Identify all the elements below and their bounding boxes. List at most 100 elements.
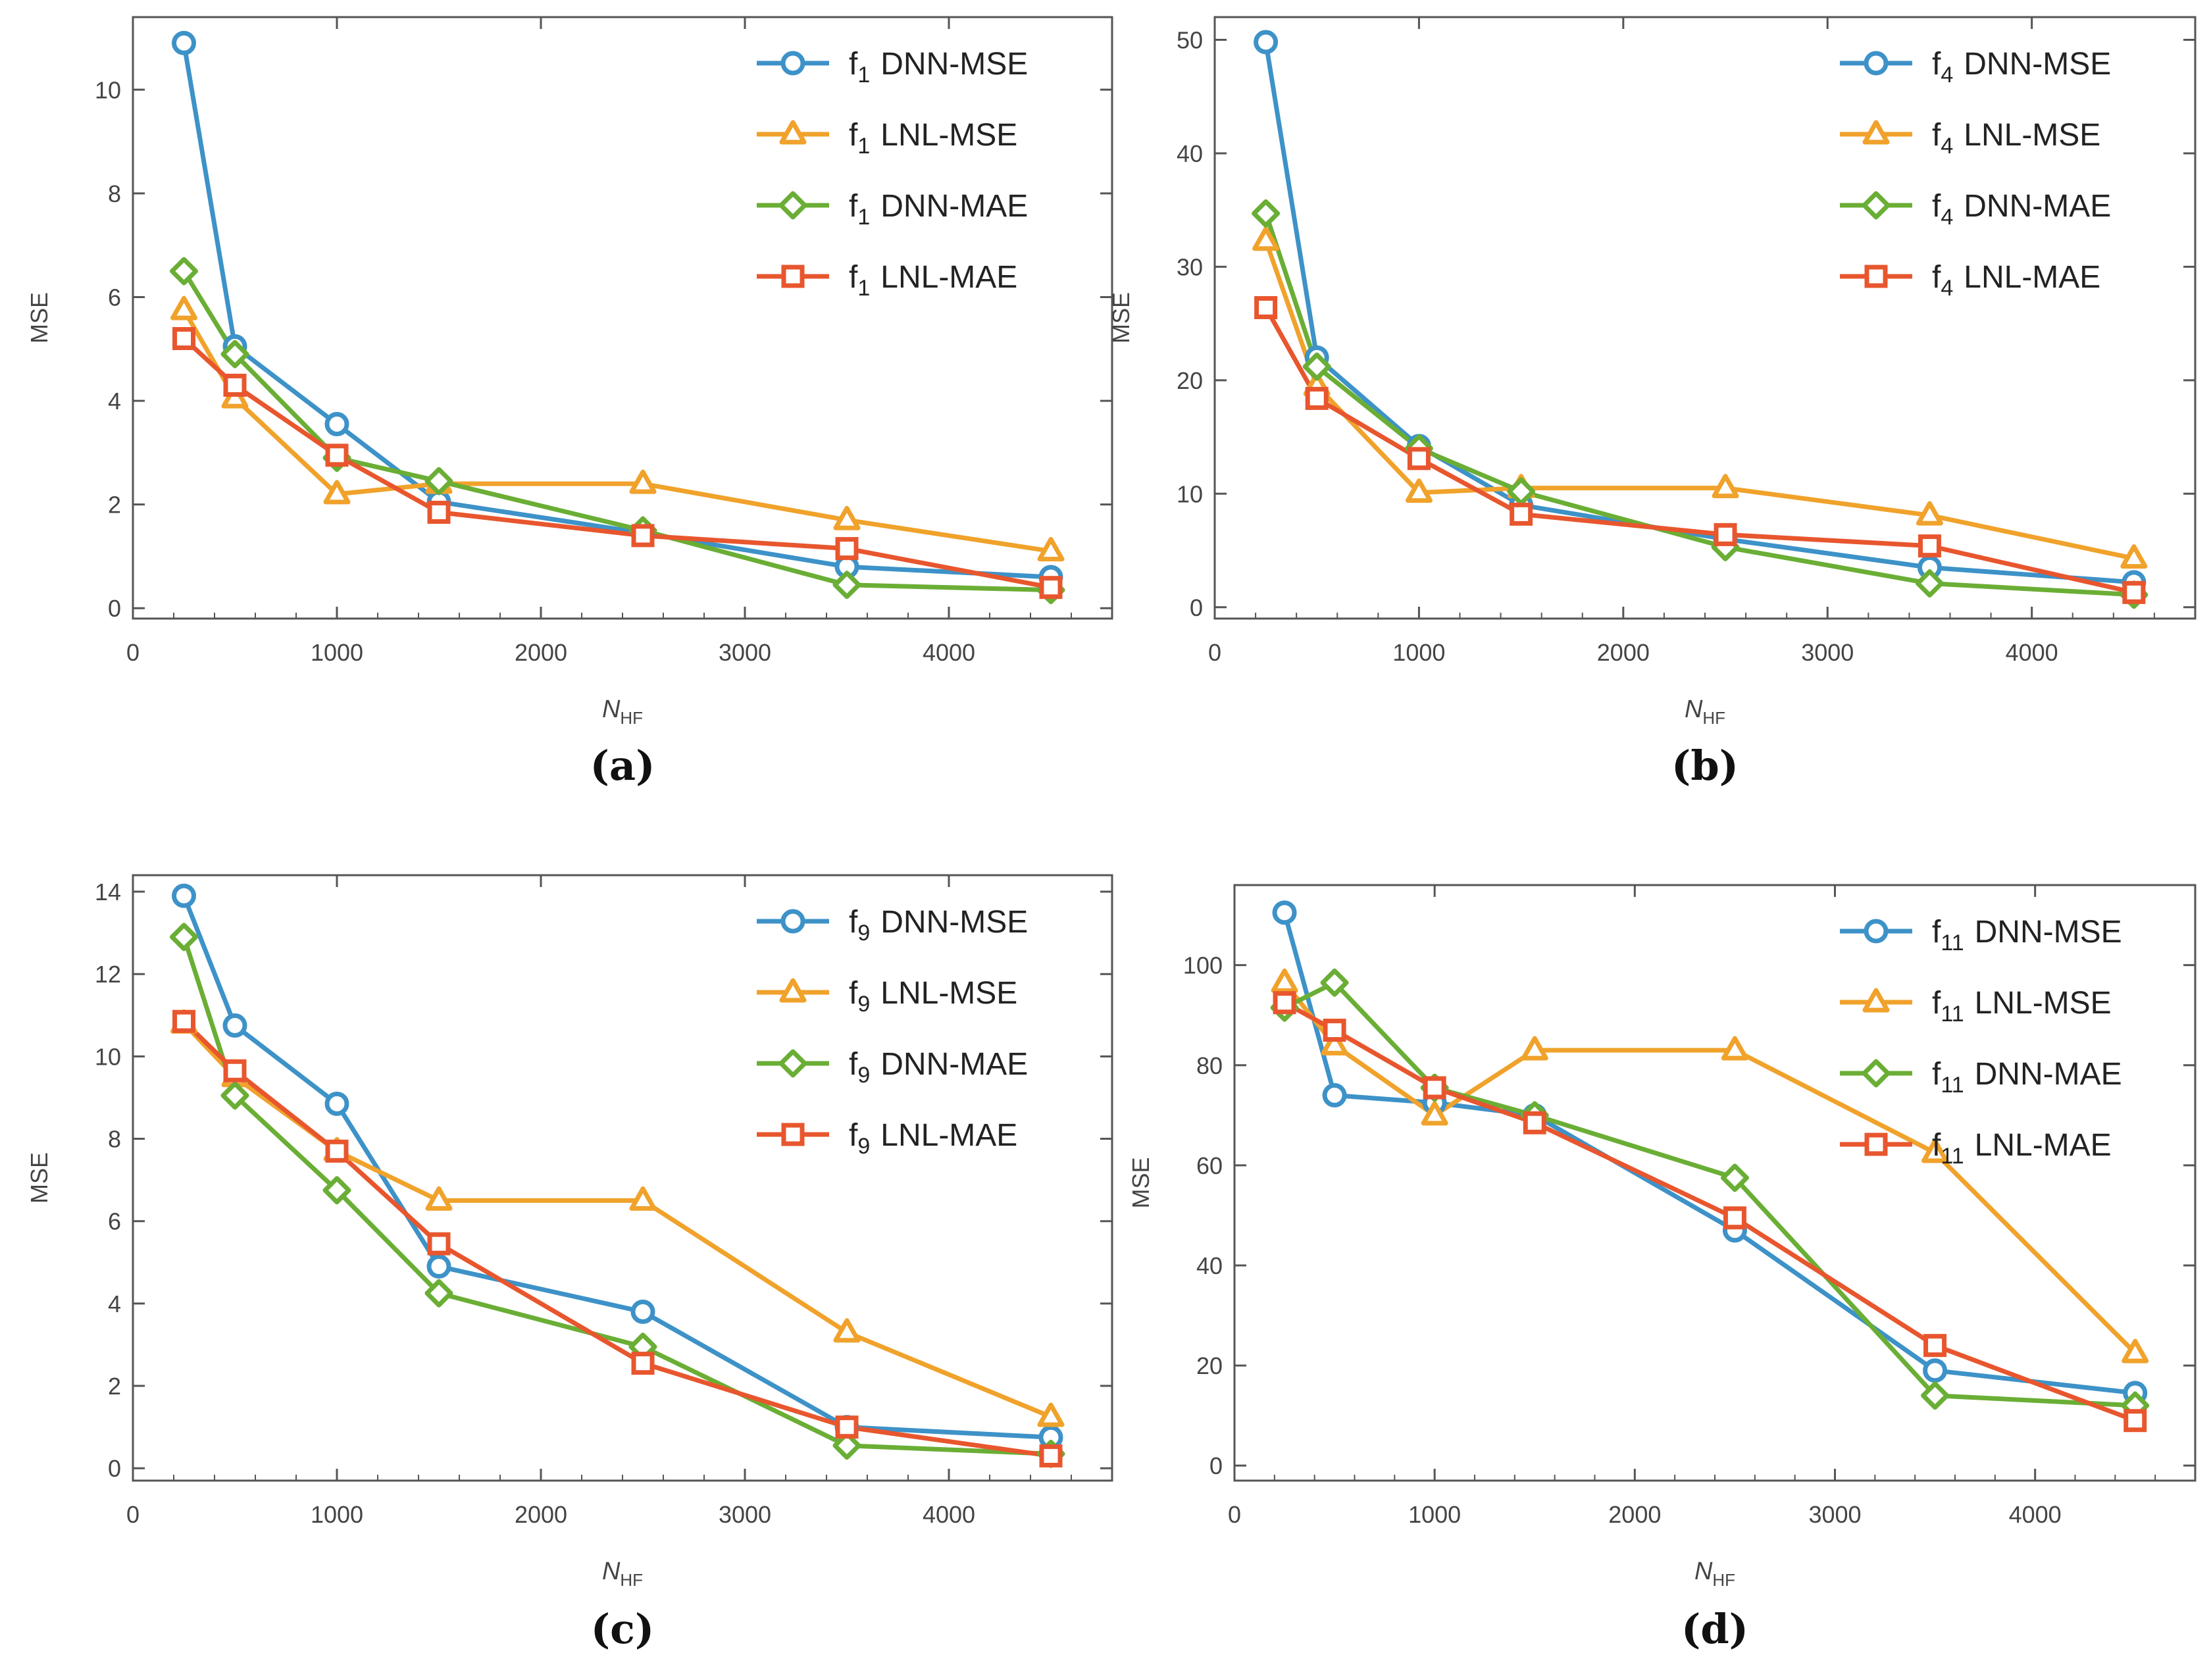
data-point-dnn-mae xyxy=(832,571,861,599)
data-point-lnl-mse xyxy=(629,469,657,494)
data-point-dnn-mse xyxy=(1254,30,1279,55)
legend-entry-sub: 4 xyxy=(1941,63,1953,88)
y-tick-label: 10 xyxy=(95,76,121,103)
legend-entry-sub: 1 xyxy=(857,63,870,88)
legend-entry: f1 DNN-MAE xyxy=(849,189,1028,230)
legend-entry-label: DNN-MSE xyxy=(880,905,1028,940)
legend-entry-sub: 1 xyxy=(857,276,870,301)
legend-entry-label: DNN-MSE xyxy=(1975,915,2122,950)
legend-marker xyxy=(1864,1133,1888,1156)
subfigure-caption: (b) xyxy=(1671,742,1739,790)
x-tick-label: 0 xyxy=(1208,639,1221,666)
legend-entry-func: f xyxy=(1932,1057,1941,1092)
data-point-lnl-mse xyxy=(2120,544,2148,569)
data-point-lnl-mae xyxy=(1714,522,1737,546)
data-point-dnn-mae xyxy=(220,340,249,369)
y-tick-label: 6 xyxy=(108,284,121,311)
data-point-lnl-mse xyxy=(833,505,861,530)
legend-marker xyxy=(778,191,807,220)
legend-marker xyxy=(1862,120,1890,145)
data-point-lnl-mae xyxy=(1407,447,1431,471)
data-point-dnn-mse xyxy=(324,412,349,437)
data-point-lnl-mse xyxy=(1271,968,1298,993)
data-point-dnn-mae xyxy=(1302,352,1331,381)
legend-entry-sub: 11 xyxy=(1941,930,1964,955)
data-point-dnn-mae xyxy=(1921,1381,1950,1410)
data-point-lnl-mae xyxy=(427,500,451,524)
data-point-lnl-mae xyxy=(1723,1206,1746,1230)
legend-marker xyxy=(780,51,805,76)
data-point-dnn-mae xyxy=(170,923,198,952)
legend-entry-func: f xyxy=(1932,986,1941,1021)
y-tick-label: 8 xyxy=(108,1126,121,1153)
x-tick-label: 1000 xyxy=(1392,639,1445,666)
data-point-lnl-mse xyxy=(170,295,197,320)
data-point-dnn-mae xyxy=(1252,199,1281,228)
legend-marker xyxy=(778,1049,807,1078)
data-point-dnn-mse xyxy=(1272,900,1297,925)
data-point-lnl-mae xyxy=(1039,576,1063,599)
data-point-dnn-mse xyxy=(426,1254,451,1279)
y-axis-label: MSE xyxy=(1107,292,1134,344)
legend-entry-label: LNL-MAE xyxy=(880,1118,1017,1153)
legend-entry: f4 LNL-MAE xyxy=(1932,260,2100,301)
data-point-lnl-mae xyxy=(631,1352,655,1375)
y-tick-label: 0 xyxy=(108,595,121,622)
legend-entry: f9 LNL-MAE xyxy=(849,1118,1017,1159)
data-point-dnn-mae xyxy=(1320,968,1349,997)
y-tick-label: 0 xyxy=(108,1455,121,1482)
y-tick-label: 10 xyxy=(95,1043,121,1070)
legend-entry-func: f xyxy=(849,260,858,295)
data-point-lnl-mae xyxy=(325,444,349,467)
legend-entry-func: f xyxy=(1932,260,1941,295)
legend-entry: f1 DNN-MSE xyxy=(849,47,1028,88)
x-tick-label: 4000 xyxy=(923,639,975,666)
series-line-dnn-mae xyxy=(182,934,1054,1456)
data-point-lnl-mse xyxy=(1916,501,1943,526)
legend-marker xyxy=(1862,988,1890,1013)
y-tick-label: 60 xyxy=(1196,1152,1223,1179)
data-point-lnl-mse xyxy=(1712,474,1739,499)
data-point-dnn-mse xyxy=(630,1299,655,1324)
data-point-lnl-mae xyxy=(223,1059,247,1082)
data-point-lnl-mae xyxy=(631,524,655,547)
x-tick-label: 3000 xyxy=(1808,1501,1861,1528)
data-point-lnl-mse xyxy=(1037,537,1065,562)
legend-entry: f9 LNL-MSE xyxy=(849,976,1017,1017)
data-point-dnn-mse xyxy=(172,30,196,55)
legend-marker xyxy=(1864,919,1889,944)
x-tick-label: 2000 xyxy=(1608,1501,1661,1528)
legend-entry-func: f xyxy=(1932,189,1941,224)
x-axis-label-sub: HF xyxy=(620,708,643,728)
legend-entry-func: f xyxy=(849,47,858,82)
legend-entry-sub: 1 xyxy=(857,134,870,159)
x-axis-label-main: N xyxy=(602,1558,621,1585)
legend-entry: f11 LNL-MSE xyxy=(1932,986,2112,1027)
y-tick-label: 6 xyxy=(108,1208,121,1235)
y-tick-label: 0 xyxy=(1190,594,1203,621)
data-point-dnn-mae xyxy=(832,1431,861,1460)
data-point-dnn-mse xyxy=(324,1091,349,1116)
series-line-lnl-mae xyxy=(182,336,1054,590)
legend-entry: f1 LNL-MAE xyxy=(849,260,1017,301)
data-point-lnl-mae xyxy=(172,327,195,351)
legend-entry: f4 LNL-MSE xyxy=(1932,118,2100,159)
data-point-lnl-mae xyxy=(1523,1111,1546,1134)
data-point-lnl-mae xyxy=(1323,1019,1346,1042)
data-point-lnl-mse xyxy=(629,1186,657,1211)
y-tick-label: 20 xyxy=(1177,367,1203,394)
legend-entry-label: LNL-MSE xyxy=(880,118,1017,153)
y-axis-label: MSE xyxy=(26,1152,53,1204)
legend-entry-func: f xyxy=(849,118,858,153)
data-point-lnl-mae xyxy=(427,1232,451,1256)
legend-entry-sub: 11 xyxy=(1941,1144,1964,1169)
legend-entry-func: f xyxy=(1932,47,1941,82)
legend-entry-label: DNN-MSE xyxy=(880,47,1028,82)
legend-entry-sub: 4 xyxy=(1941,276,1953,301)
y-tick-label: 20 xyxy=(1196,1352,1223,1379)
legend-marker xyxy=(779,978,807,1003)
x-tick-label: 2000 xyxy=(515,639,567,666)
y-tick-label: 100 xyxy=(1183,952,1223,979)
legend-marker xyxy=(781,1123,805,1146)
